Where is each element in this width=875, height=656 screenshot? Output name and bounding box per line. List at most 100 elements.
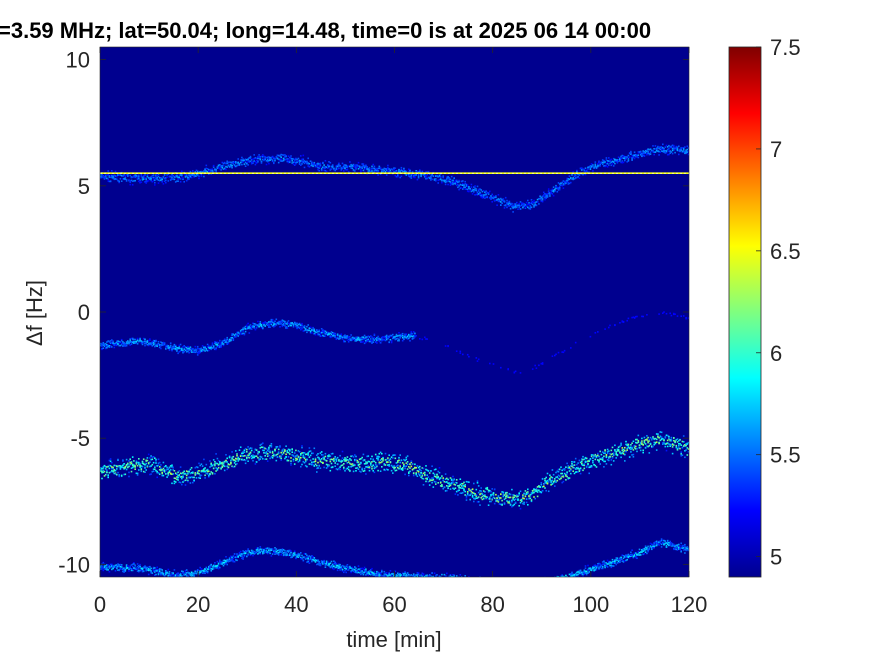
heat-pixel	[217, 342, 220, 344]
heat-pixel	[447, 176, 449, 178]
heat-pixel	[211, 347, 214, 349]
heat-pixel	[244, 330, 247, 333]
heat-pixel	[424, 471, 426, 474]
heat-pixel	[606, 452, 609, 455]
heat-pixel	[174, 181, 177, 183]
heat-pixel	[579, 167, 582, 170]
heat-pixel	[378, 337, 381, 340]
heat-pixel	[430, 179, 432, 181]
heat-pixel	[392, 333, 394, 336]
heat-pixel	[471, 188, 474, 191]
heat-pixel	[546, 480, 549, 482]
heat-pixel	[287, 160, 290, 163]
heat-pixel	[356, 467, 359, 469]
heat-pixel	[316, 471, 318, 473]
heat-pixel	[384, 171, 387, 173]
heat-pixel	[480, 189, 482, 191]
heat-pixel	[313, 332, 316, 335]
heat-pixel	[327, 164, 329, 166]
heat-pixel	[438, 477, 441, 480]
heat-pixel	[594, 455, 597, 458]
heat-pixel	[237, 457, 239, 460]
heat-pixel	[518, 202, 520, 205]
heat-pixel	[670, 436, 673, 439]
heat-pixel	[162, 342, 165, 344]
heat-pixel	[189, 173, 192, 176]
heat-pixel	[282, 451, 285, 454]
heat-pixel	[527, 206, 529, 209]
heat-pixel	[681, 150, 684, 153]
heat-pixel	[628, 152, 631, 154]
heat-pixel	[232, 458, 235, 461]
heat-pixel	[303, 461, 306, 464]
heat-pixel	[587, 460, 589, 462]
heat-pixel	[544, 482, 546, 484]
heat-pixel	[585, 466, 588, 468]
heat-pixel	[307, 324, 309, 326]
heat-pixel	[341, 337, 344, 340]
heat-pixel	[214, 341, 216, 343]
heat-pixel	[621, 154, 624, 157]
heat-pixel	[192, 170, 194, 172]
heat-pixel	[194, 175, 197, 177]
heat-pixel	[425, 477, 427, 480]
heat-pixel	[371, 336, 373, 338]
heat-pixel	[533, 199, 535, 202]
heat-pixel	[578, 468, 581, 470]
heat-pixel	[540, 491, 543, 493]
heat-pixel	[563, 468, 566, 470]
heat-pixel	[334, 462, 336, 464]
heat-pixel	[125, 567, 128, 570]
heat-pixel	[109, 471, 112, 473]
heat-pixel	[370, 462, 372, 464]
heat-pixel	[455, 482, 458, 484]
heat-pixel	[308, 463, 311, 465]
heat-pixel	[465, 188, 468, 190]
heat-pixel	[448, 177, 451, 179]
heat-pixel	[446, 489, 448, 492]
heat-pixel	[487, 489, 490, 492]
heat-pixel	[259, 158, 262, 161]
heat-pixel	[558, 183, 561, 185]
heat-pixel	[395, 465, 398, 467]
heat-pixel	[355, 470, 357, 472]
heat-pixel	[297, 461, 300, 463]
heat-pixel	[571, 461, 573, 463]
heat-pixel	[614, 162, 616, 165]
heat-pixel	[233, 465, 236, 468]
heat-pixel	[450, 481, 453, 484]
heat-pixel	[135, 472, 138, 475]
heat-pixel	[129, 458, 131, 460]
heat-pixel	[459, 492, 462, 494]
heat-pixel	[571, 463, 573, 465]
heat-pixel	[351, 463, 354, 465]
trace-1	[100, 143, 689, 213]
heat-pixel	[336, 337, 339, 339]
heat-pixel	[184, 346, 187, 348]
heat-pixel	[319, 335, 322, 337]
heat-pixel	[633, 316, 636, 319]
heat-pixel	[371, 465, 373, 468]
heat-pixel	[449, 482, 452, 485]
heat-pixel	[318, 330, 320, 333]
heat-pixel	[134, 567, 136, 570]
heat-pixel	[274, 448, 276, 451]
heat-pixel	[323, 329, 325, 332]
heat-pixel	[415, 467, 417, 469]
heat-pixel	[314, 166, 317, 168]
heat-pixel	[314, 331, 317, 333]
heat-pixel	[610, 164, 613, 167]
heat-pixel	[238, 332, 241, 334]
heat-pixel	[485, 196, 487, 198]
heat-pixel	[232, 339, 235, 341]
heat-pixel	[155, 458, 157, 461]
heat-pixel	[622, 448, 625, 451]
heat-pixel	[484, 194, 486, 196]
heat-pixel	[201, 349, 204, 351]
heat-pixel	[597, 454, 599, 457]
heat-pixel	[622, 453, 625, 455]
heat-pixel	[416, 171, 419, 173]
heat-pixel	[262, 326, 264, 329]
heat-pixel	[687, 150, 689, 153]
heat-pixel	[513, 494, 516, 497]
